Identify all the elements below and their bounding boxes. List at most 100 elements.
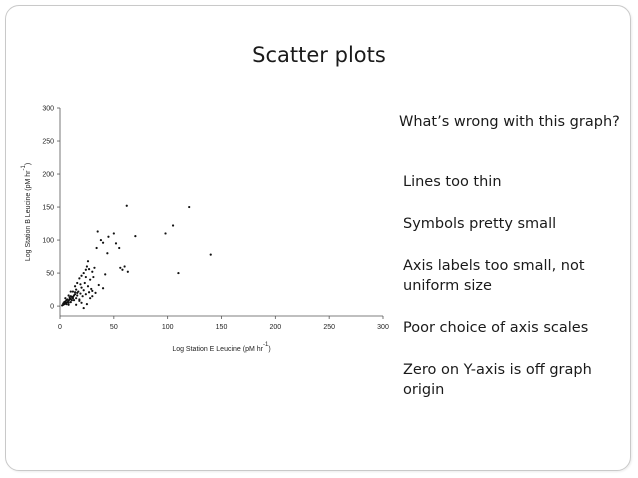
data-point	[85, 265, 89, 268]
data-point	[69, 301, 72, 304]
y-tick-label: 50	[46, 271, 54, 278]
data-point	[82, 271, 85, 275]
y-tick-label: 250	[42, 139, 54, 146]
slide-frame: Scatter plots 0 50 100 150 200 250 300 0 50 100 15…	[5, 5, 631, 471]
data-point	[125, 204, 128, 207]
data-point	[66, 298, 69, 301]
data-point	[209, 253, 212, 256]
data-point	[126, 270, 129, 273]
y-tick-label: 300	[42, 106, 54, 113]
data-point	[91, 289, 94, 293]
data-point	[63, 301, 66, 304]
data-point	[75, 288, 78, 291]
scatter-chart-svg: 0 50 100 150 200 250 300 0 50 100 150 200 250 300 Log …	[21, 106, 389, 354]
data-point	[94, 291, 97, 294]
y-tick-label: 100	[42, 238, 54, 245]
bullet-item: Axis labels too small, not uniform size	[403, 258, 585, 294]
data-point	[91, 270, 94, 273]
x-tick-label: 100	[162, 324, 174, 331]
data-point	[99, 238, 103, 242]
data-point	[177, 271, 180, 275]
x-tick-label: 300	[377, 324, 389, 331]
x-tick-label: 250	[323, 324, 335, 331]
data-point	[82, 306, 85, 310]
bullet-item: Symbols pretty small	[403, 216, 557, 232]
data-point	[92, 275, 95, 279]
data-point	[78, 277, 81, 280]
data-point	[84, 275, 87, 279]
y-axis-label: Log Station B Leucine (pM hr-1)	[21, 163, 32, 261]
data-point	[85, 303, 89, 306]
y-tick-label: 200	[42, 172, 54, 179]
data-point	[93, 266, 96, 269]
data-point	[80, 286, 83, 289]
data-point	[89, 297, 92, 300]
data-point	[67, 294, 70, 297]
data-point	[114, 242, 118, 245]
data-point	[70, 295, 73, 298]
data-point	[96, 230, 99, 233]
data-point	[86, 285, 90, 288]
data-point	[84, 293, 87, 296]
data-point	[95, 246, 98, 250]
data-point	[164, 232, 167, 235]
data-point	[83, 281, 86, 285]
data-point	[73, 285, 77, 288]
data-point	[89, 278, 92, 281]
data-point	[79, 283, 82, 286]
data-point	[75, 303, 78, 306]
data-point	[64, 297, 67, 300]
x-tick-label: 50	[110, 324, 118, 331]
bullet-item: Poor choice of axis scales	[403, 320, 589, 336]
y-tick-label: 150	[42, 205, 54, 212]
data-point	[118, 246, 121, 250]
data-point	[171, 224, 175, 227]
data-point	[72, 299, 76, 302]
data-point	[101, 287, 105, 290]
data-point	[65, 303, 68, 306]
data-point	[69, 290, 72, 293]
data-point	[90, 287, 93, 291]
data-point	[119, 266, 122, 269]
data-point	[87, 268, 91, 271]
data-point	[86, 260, 90, 263]
question-text: What’s wrong with this graph?	[399, 114, 620, 130]
data-point	[134, 235, 137, 238]
data-point	[78, 299, 81, 302]
y-tick-label: 0	[50, 304, 54, 311]
data-point	[67, 303, 70, 306]
bullet-item: Lines too thin	[403, 174, 502, 190]
data-point	[71, 290, 75, 293]
data-point	[112, 232, 115, 235]
data-point	[73, 291, 77, 294]
data-point	[91, 295, 94, 298]
slide-title: Scatter plots	[252, 43, 386, 67]
data-point	[188, 205, 191, 209]
data-point	[107, 235, 110, 238]
data-point	[104, 273, 107, 276]
data-point	[75, 297, 78, 300]
scatter-chart: 0 50 100 150 200 250 300 0 50 100 150 200 250 300 Log …	[18, 96, 398, 376]
data-point	[80, 301, 83, 304]
data-point	[80, 274, 83, 277]
data-point	[76, 294, 79, 297]
data-point	[77, 290, 80, 293]
x-tick-label: 200	[269, 324, 281, 331]
bullet-list: Lines too thin Symbols pretty small Axis…	[403, 172, 613, 422]
data-point	[79, 292, 82, 295]
data-point	[84, 268, 87, 271]
data-point	[106, 252, 109, 255]
x-axis-label: Log Station E Leucine (pM hr-1)	[172, 342, 270, 353]
data-point	[82, 289, 85, 292]
data-point	[73, 293, 77, 296]
data-point	[87, 291, 91, 294]
x-tick-label: 0	[58, 324, 62, 331]
data-point	[121, 268, 124, 271]
data-point	[101, 241, 105, 244]
data-point	[70, 299, 73, 302]
data-point	[123, 265, 126, 268]
data-point	[67, 301, 70, 304]
x-tick-label: 150	[216, 324, 228, 331]
data-point	[76, 281, 79, 285]
bullet-item: Zero on Y-axis is off graph origin	[403, 362, 592, 398]
